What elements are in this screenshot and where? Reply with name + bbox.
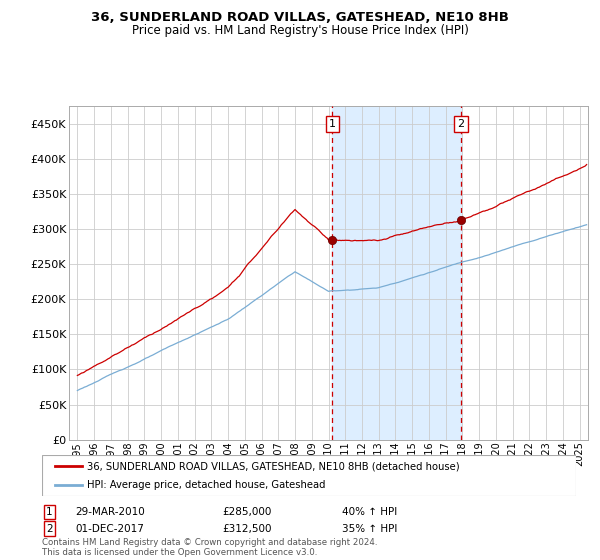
Text: 36, SUNDERLAND ROAD VILLAS, GATESHEAD, NE10 8HB: 36, SUNDERLAND ROAD VILLAS, GATESHEAD, N… xyxy=(91,11,509,24)
Text: Contains HM Land Registry data © Crown copyright and database right 2024.
This d: Contains HM Land Registry data © Crown c… xyxy=(42,538,377,557)
Text: £312,500: £312,500 xyxy=(222,524,271,534)
Text: 01-DEC-2017: 01-DEC-2017 xyxy=(75,524,144,534)
Text: Price paid vs. HM Land Registry's House Price Index (HPI): Price paid vs. HM Land Registry's House … xyxy=(131,24,469,36)
Text: 35% ↑ HPI: 35% ↑ HPI xyxy=(342,524,397,534)
Text: 36, SUNDERLAND ROAD VILLAS, GATESHEAD, NE10 8HB (detached house): 36, SUNDERLAND ROAD VILLAS, GATESHEAD, N… xyxy=(88,461,460,471)
Text: 40% ↑ HPI: 40% ↑ HPI xyxy=(342,507,397,517)
Text: 29-MAR-2010: 29-MAR-2010 xyxy=(75,507,145,517)
Text: 1: 1 xyxy=(46,507,53,517)
Text: 2: 2 xyxy=(46,524,53,534)
Text: £285,000: £285,000 xyxy=(222,507,271,517)
Text: 1: 1 xyxy=(329,119,336,129)
Text: HPI: Average price, detached house, Gateshead: HPI: Average price, detached house, Gate… xyxy=(88,480,326,489)
Text: 2: 2 xyxy=(458,119,464,129)
Bar xyxy=(332,106,461,440)
